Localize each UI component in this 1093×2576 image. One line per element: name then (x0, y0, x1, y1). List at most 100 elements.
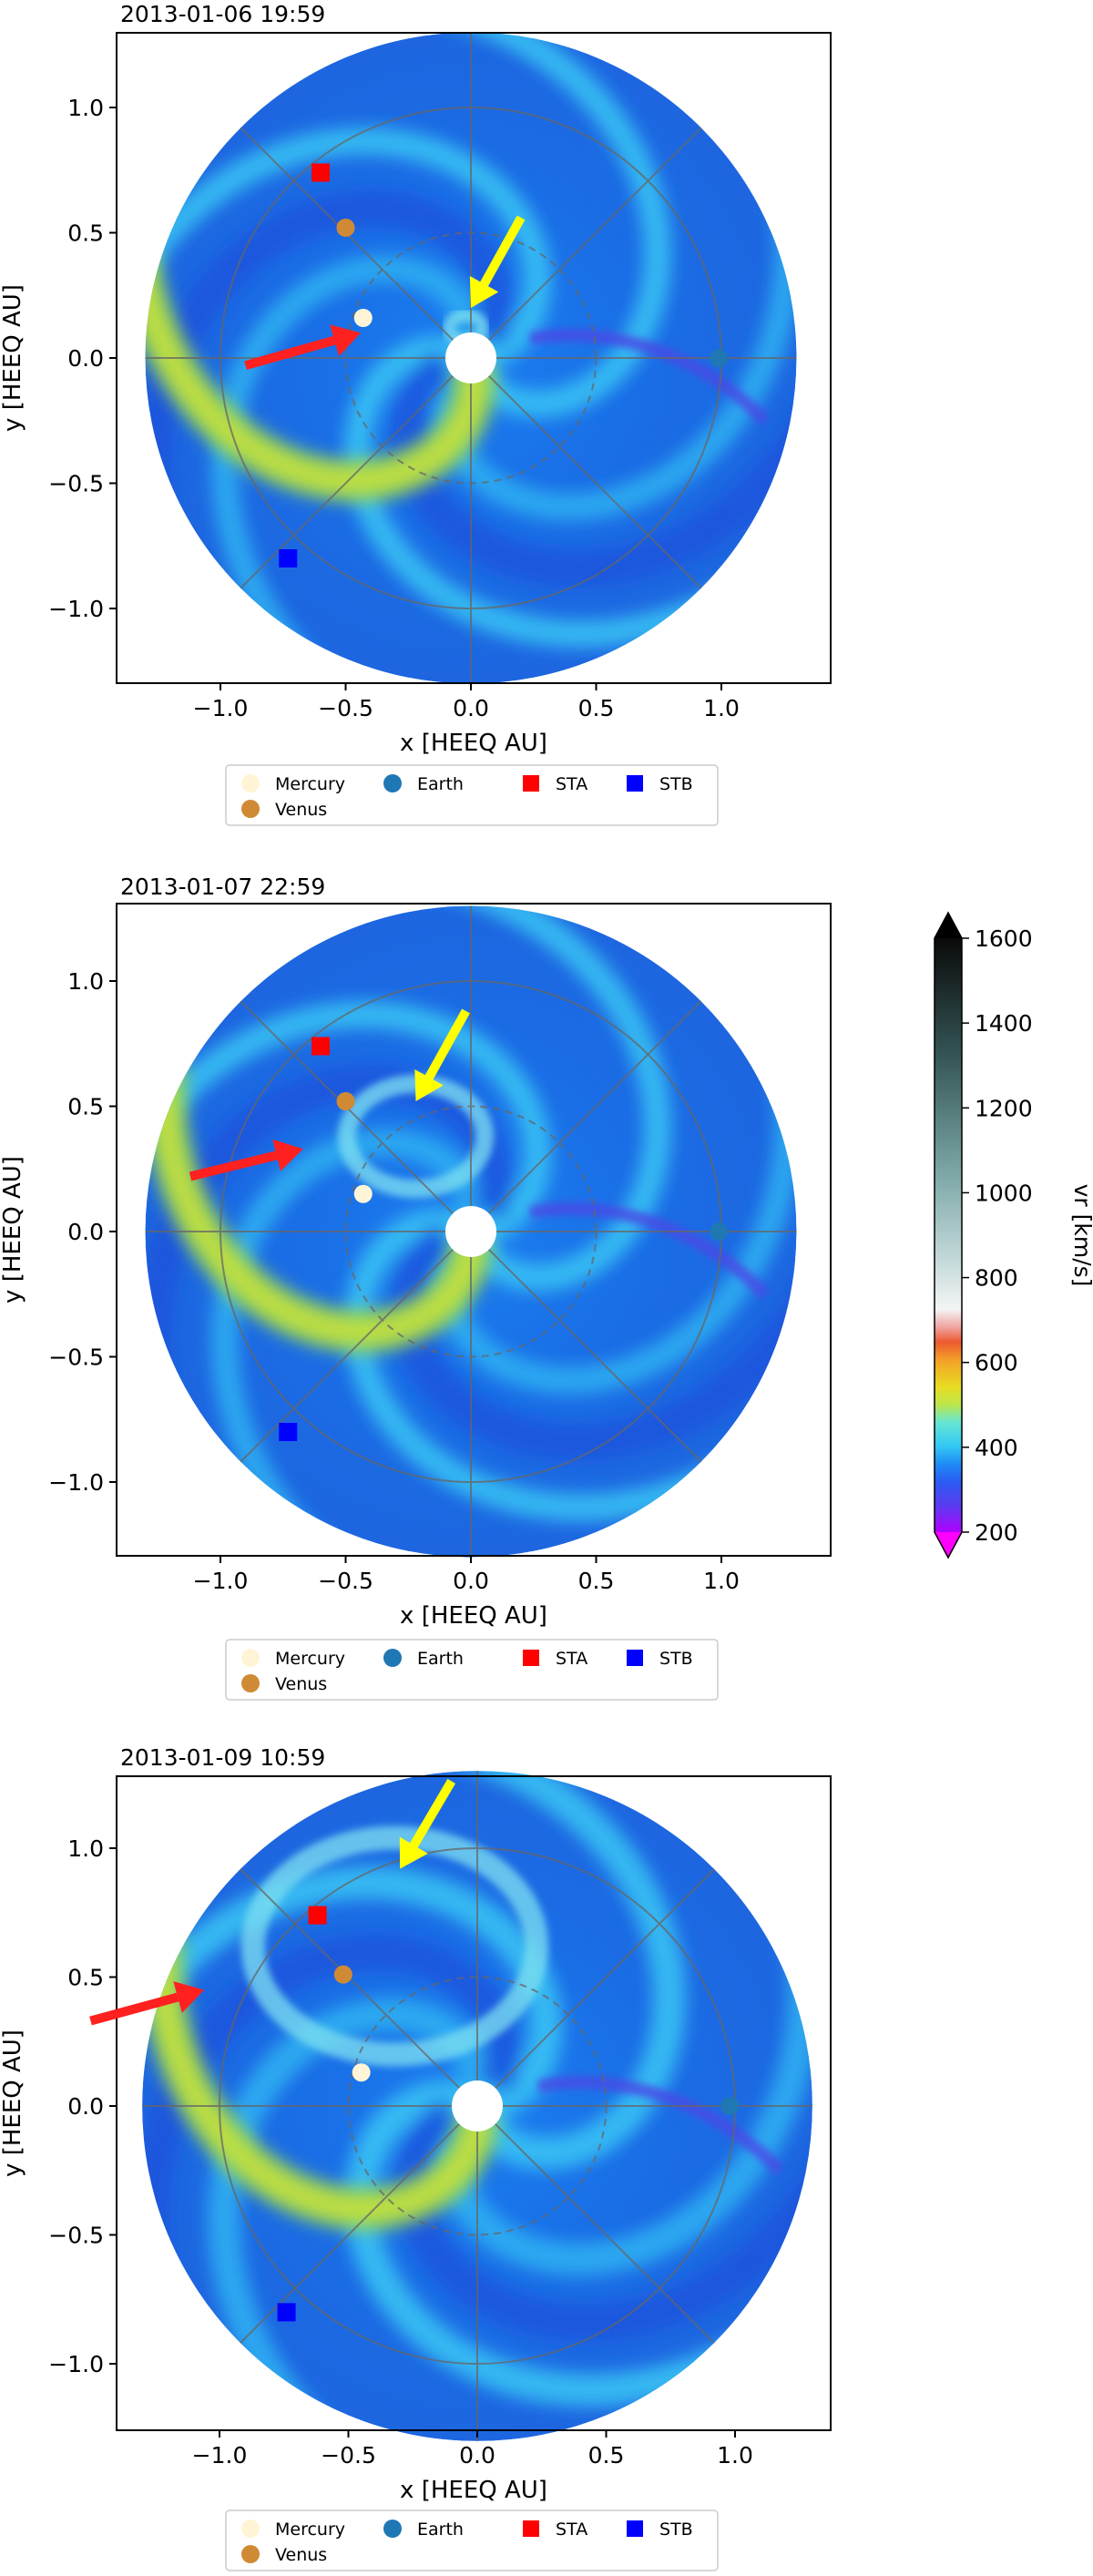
legend-label-mercury: Mercury (275, 1649, 345, 1669)
colorbar-extend-low (935, 1532, 962, 1558)
panel-3: −1.0 −0.5 0.0 0.5 1.0 −1.0 −0.5 0.0 0.5 1.0 x [HEE… (0, 1744, 832, 2571)
legend-swatch-mercury (241, 2520, 260, 2538)
y-tick-label: 0.5 (67, 220, 104, 247)
y-tick-label: 0.0 (67, 1219, 104, 1245)
legend-swatch-earth (383, 774, 402, 792)
colorbar-tick-label: 1000 (975, 1180, 1033, 1206)
legend-swatch-sta (523, 2520, 539, 2537)
yellow-arrow (469, 215, 526, 308)
y-tick-label: 0.0 (67, 345, 104, 372)
x-tick-label: −1.0 (193, 1568, 249, 1594)
x-axis-label: x [HEEQ AU] (400, 2477, 547, 2504)
marker-stb (279, 549, 298, 567)
panel-title: 2013-01-09 10:59 (120, 1744, 325, 1771)
marker-earth (720, 2097, 740, 2115)
legend-label-stb: STB (659, 1649, 693, 1669)
marker-sta (312, 1037, 330, 1056)
x-tick-label: −0.5 (321, 2442, 376, 2469)
y-tick-label: 1.0 (67, 1835, 104, 1862)
legend-swatch-stb (627, 1650, 643, 1666)
legend: Mercury Earth STA STB Venus (225, 2510, 719, 2571)
polar-grid (145, 905, 797, 1558)
marker-mercury (353, 309, 373, 327)
x-tick-label: −1.0 (192, 2442, 248, 2469)
legend-label-venus: Venus (275, 2545, 327, 2565)
legend-swatch-sta (523, 775, 539, 792)
panel-title: 2013-01-06 19:59 (120, 1, 325, 27)
legend-label-sta: STA (556, 2520, 587, 2540)
x-tick-label: −0.5 (318, 1568, 373, 1594)
inner-boundary (445, 332, 496, 383)
yellow-arrow (399, 1778, 456, 1869)
legend-swatch-earth (383, 1649, 402, 1667)
legend-swatch-venus (241, 800, 260, 818)
x-tick-label: 0.5 (588, 2442, 625, 2469)
colorbar-tick-label: 800 (975, 1265, 1018, 1292)
legend-label-earth: Earth (417, 2520, 464, 2540)
x-axis-label: x [HEEQ AU] (400, 1602, 547, 1630)
colorbar-tick-label: 400 (975, 1435, 1018, 1461)
red-arrow (89, 1981, 205, 2026)
legend-label-mercury: Mercury (275, 774, 345, 794)
y-axis-label: y [HEEQ AU] (0, 2029, 26, 2177)
colorbar-tick-label: 1400 (975, 1010, 1033, 1037)
legend-label-earth: Earth (417, 1649, 464, 1669)
legend-label-earth: Earth (417, 774, 464, 794)
legend: Mercury Earth STA STB Venus (225, 1639, 719, 1701)
legend-label-stb: STB (659, 2520, 693, 2540)
legend-swatch-earth (383, 2520, 402, 2538)
x-axis-label: x [HEEQ AU] (400, 730, 547, 757)
axes-frame (116, 903, 832, 1557)
y-tick-label: 0.5 (67, 1094, 104, 1120)
colorbar-label: vr [km/s] (1069, 1184, 1093, 1287)
legend-swatch-venus (241, 1674, 260, 1692)
legend-label-sta: STA (556, 774, 587, 794)
colorbar-tick-label: 1200 (975, 1095, 1033, 1121)
marker-stb (277, 2303, 296, 2322)
legend-swatch-stb (627, 775, 643, 792)
legend-label-venus: Venus (275, 800, 327, 820)
y-tick-label: 0.0 (67, 2093, 104, 2120)
colorbar-gradient (935, 938, 962, 1532)
y-tick-label: 0.5 (67, 1965, 104, 1991)
marker-stb (279, 1423, 298, 1441)
legend-label-sta: STA (556, 1649, 587, 1669)
y-axis-label: y [HEEQ AU] (0, 1156, 26, 1303)
x-tick-label: −1.0 (193, 695, 249, 721)
axes-frame (116, 1775, 832, 2431)
legend-swatch-venus (241, 2545, 260, 2563)
x-tick-label: 1.0 (703, 1568, 740, 1594)
y-tick-label: 1.0 (67, 968, 104, 995)
y-tick-label: −0.5 (48, 2223, 104, 2249)
x-tick-label: 1.0 (717, 2442, 753, 2469)
x-tick-label: 0.5 (578, 695, 615, 721)
panel-title: 2013-01-07 22:59 (120, 874, 325, 900)
y-tick-label: −1.0 (48, 1469, 104, 1496)
x-tick-label: 0.0 (453, 695, 489, 721)
marker-venus (336, 219, 355, 237)
y-tick-label: −1.0 (48, 596, 104, 622)
panel-1: −1.0 −0.5 0.0 0.5 1.0 −1.0 −0.5 0.0 0.5 1.0 x [HEE… (0, 1, 832, 826)
panel-2: −1.0 −0.5 0.0 0.5 1.0 −1.0 −0.5 0.0 0.5 1.0 x [HEE… (0, 874, 832, 1701)
inner-boundary (445, 1206, 496, 1257)
legend-swatch-mercury (241, 774, 260, 792)
legend-label-mercury: Mercury (275, 2520, 345, 2540)
legend-label-stb: STB (659, 774, 693, 794)
x-tick-label: 0.0 (459, 2442, 495, 2469)
marker-sta (308, 1906, 327, 1925)
marker-earth (710, 1222, 729, 1241)
marker-venus (336, 1092, 355, 1110)
marker-sta (312, 163, 330, 182)
legend: Mercury Earth STA STB Venus (225, 764, 719, 826)
marker-earth (710, 349, 729, 367)
colorbar: 200 400 600 800 1000 1200 1400 1600 vr [km/s] (934, 911, 1093, 1559)
marker-mercury (352, 2063, 371, 2082)
y-axis-label: y [HEEQ AU] (0, 284, 26, 432)
y-tick-label: −0.5 (48, 471, 104, 497)
x-tick-label: 0.5 (578, 1568, 615, 1594)
colorbar-extend-high (935, 913, 962, 938)
marker-venus (333, 1965, 352, 1984)
x-tick-label: 0.0 (453, 1568, 489, 1594)
y-tick-label: −1.0 (48, 2351, 104, 2377)
